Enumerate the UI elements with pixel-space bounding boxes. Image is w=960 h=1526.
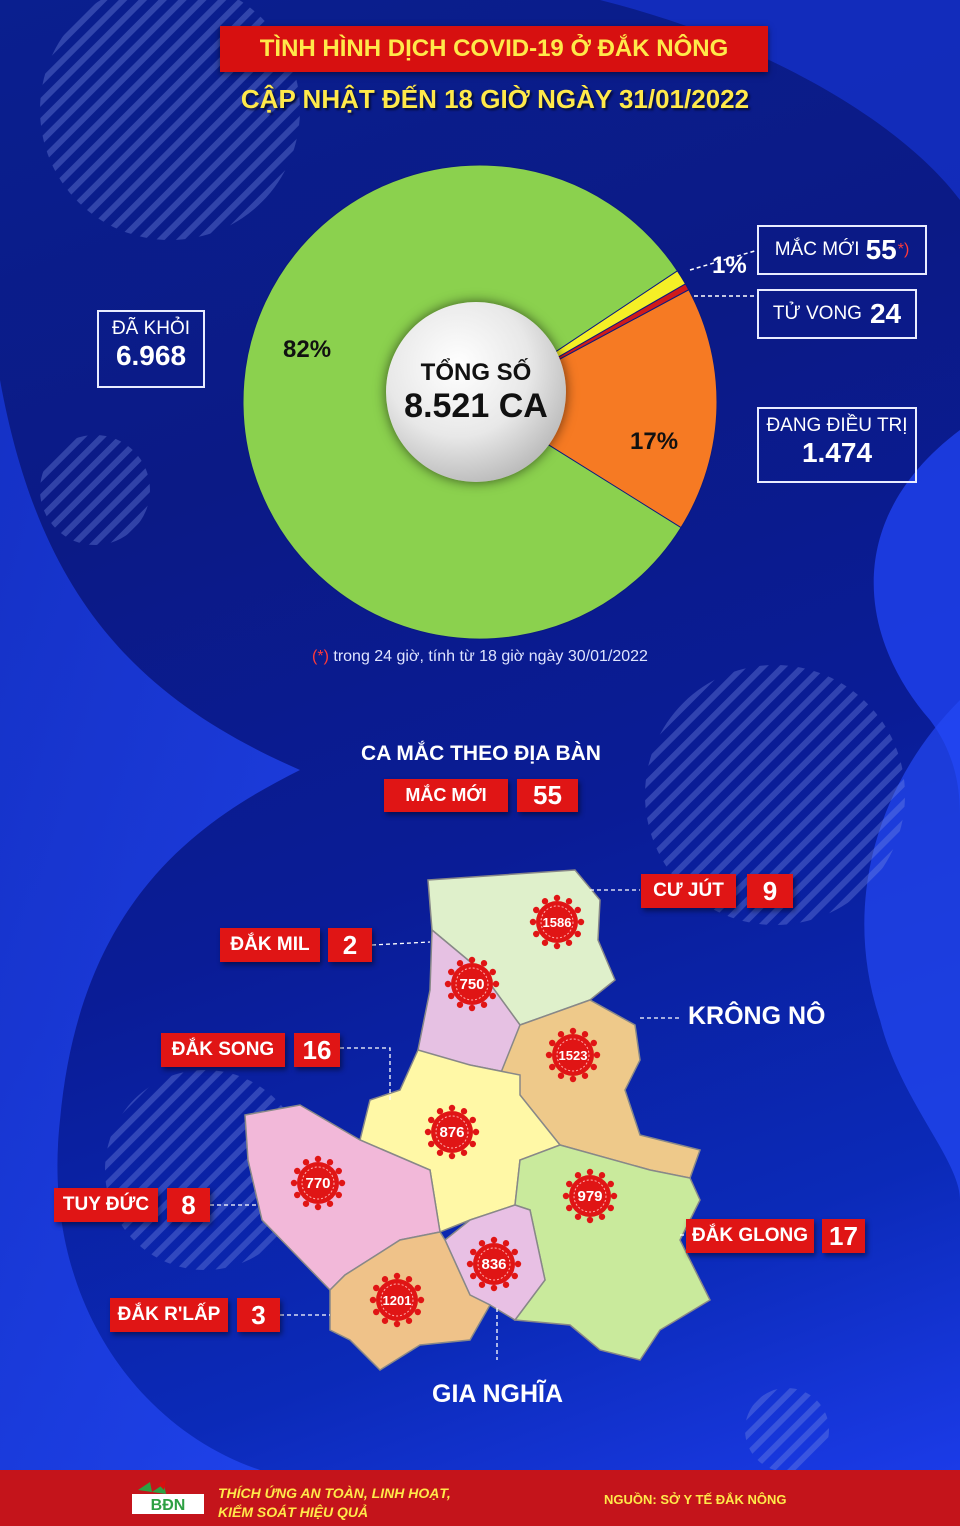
map-region-dak-glong bbox=[513, 1144, 711, 1361]
district-label-cu-jut: CƯ JÚT bbox=[641, 874, 736, 908]
virus-badge-dak-glong: 979 bbox=[562, 1168, 618, 1224]
virus-badge-total-dak-mil: 750 bbox=[459, 976, 484, 993]
connector-lines bbox=[689, 249, 759, 297]
recovered-box: ĐÃ KHỎI 6.968 bbox=[97, 310, 205, 388]
page-title: TÌNH HÌNH DỊCH COVID-19 Ở ĐẮK NÔNG bbox=[220, 26, 768, 72]
district-count-dak-song: 16 bbox=[294, 1033, 340, 1067]
district-label-tuy-duc: TUY ĐỨC bbox=[54, 1188, 158, 1222]
treating-label: ĐANG ĐIỀU TRỊ bbox=[766, 415, 908, 436]
section-new-label: MẮC MỚI bbox=[384, 779, 508, 812]
district-label-gia-nghia: GIA NGHĨA bbox=[432, 1380, 564, 1408]
virus-badge-dak-rlap: 1201 bbox=[369, 1272, 425, 1328]
virus-badge-dak-mil: 750 bbox=[444, 956, 500, 1012]
virus-badge-total-dak-rlap: 1201 bbox=[383, 1293, 412, 1308]
district-label-dak-song: ĐẮK SONG bbox=[161, 1033, 285, 1067]
district-label-dak-rlap: ĐẮK R'LẤP bbox=[110, 1298, 228, 1332]
deaths-value: 24 bbox=[869, 298, 902, 329]
virus-badge-total-cu-jut: 1586 bbox=[543, 915, 572, 930]
recovered-label: ĐÃ KHỎI bbox=[111, 318, 191, 339]
page-subtitle: CẬP NHẬT ĐẾN 18 GIỜ NGÀY 31/01/2022 bbox=[240, 84, 750, 114]
new-cases-label: MẮC MỚI bbox=[774, 239, 860, 260]
recovered-value: 6.968 bbox=[115, 340, 187, 371]
virus-badge-total-dak-glong: 979 bbox=[577, 1188, 602, 1205]
virus-badge-tuy-duc: 770 bbox=[290, 1155, 346, 1211]
bdn-logo: BĐN bbox=[132, 1480, 204, 1514]
virus-badge-total-krong-no: 1523 bbox=[559, 1048, 588, 1063]
district-count-dak-mil: 2 bbox=[328, 928, 372, 962]
total-label: TỔNG SỐ bbox=[420, 358, 532, 386]
footer-slogan-line-2: KIỂM SOÁT HIỆU QUẢ bbox=[218, 1504, 369, 1520]
virus-badge-total-dak-song: 876 bbox=[439, 1124, 464, 1141]
treating-value: 1.474 bbox=[801, 437, 873, 468]
virus-badge-gia-nghia: 836 bbox=[466, 1236, 522, 1292]
footnote: (*) trong 24 giờ, tính từ 18 giờ ngày 30… bbox=[0, 648, 960, 666]
district-count-dak-rlap: 3 bbox=[237, 1298, 280, 1332]
district-count-dak-glong: 17 bbox=[822, 1219, 865, 1253]
virus-badge-krong-no: 1523 bbox=[545, 1027, 601, 1083]
district-count-cu-jut: 9 bbox=[747, 874, 793, 908]
deaths-box: TỬ VONG 24 bbox=[757, 289, 917, 339]
virus-badge-cu-jut: 1586 bbox=[529, 894, 585, 950]
footer-source: NGUỒN: SỞ Y TẾ ĐẮK NÔNG bbox=[604, 1492, 787, 1507]
new-cases-box: MẮC MỚI 55 *) bbox=[757, 225, 927, 275]
section-new-value: 55 bbox=[517, 779, 578, 812]
district-label-dak-glong: ĐẮK GLONG bbox=[686, 1219, 814, 1253]
bdn-logo-text: BĐN bbox=[151, 1497, 186, 1514]
footnote-text: trong 24 giờ, tính từ 18 giờ ngày 30/01/… bbox=[328, 648, 648, 665]
total-cases-circle: TỔNG SỐ 8.521 CA bbox=[386, 302, 566, 482]
pie-slice-treating bbox=[479, 289, 718, 536]
total-value: 8.521 CA bbox=[404, 386, 548, 425]
map-connectors bbox=[210, 889, 694, 1360]
deaths-label: TỬ VONG bbox=[772, 303, 862, 324]
pct-small: 1% bbox=[712, 252, 747, 279]
pct-recovered: 82% bbox=[283, 336, 332, 363]
new-cases-value: 55 bbox=[865, 234, 897, 265]
district-label-krong-no: KRÔNG NÔ bbox=[688, 1002, 826, 1030]
virus-badge-total-tuy-duc: 770 bbox=[305, 1175, 330, 1192]
pct-treating: 17% bbox=[630, 428, 679, 455]
district-label-dak-mil: ĐẮK MIL bbox=[220, 928, 320, 962]
footnote-star: (*) bbox=[312, 648, 329, 665]
footer-slogan-line-1: THÍCH ỨNG AN TOÀN, LINH HOẠT, bbox=[218, 1485, 451, 1501]
section-title: CA MẮC THEO ĐỊA BÀN bbox=[361, 742, 601, 765]
virus-badge-total-gia-nghia: 836 bbox=[481, 1256, 506, 1273]
treating-box: ĐANG ĐIỀU TRỊ 1.474 bbox=[757, 407, 917, 483]
district-map: 1586 750 1523 876 770 979 836 1201 bbox=[210, 869, 711, 1371]
virus-badge-dak-song: 876 bbox=[424, 1104, 480, 1160]
district-count-tuy-duc: 8 bbox=[167, 1188, 210, 1222]
footer-slogan: THÍCH ỨNG AN TOÀN, LINH HOẠT, KIỂM SOÁT … bbox=[218, 1484, 451, 1522]
new-cases-mark: *) bbox=[897, 241, 910, 258]
